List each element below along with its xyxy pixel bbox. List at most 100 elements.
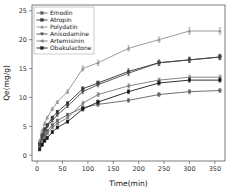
error-stem [189, 57, 190, 62]
x-tick-label: 200 [132, 165, 144, 173]
point [97, 93, 100, 96]
error-bar [56, 113, 59, 116]
error-cap [188, 34, 191, 35]
error-stem [219, 54, 220, 59]
error-stem [57, 101, 58, 104]
error-bar [81, 90, 84, 94]
error-stem [219, 54, 220, 59]
error-cap [81, 65, 84, 66]
error-bar [56, 101, 59, 104]
error-stem [52, 116, 53, 119]
error-stem [67, 116, 68, 119]
error-cap [127, 68, 130, 69]
series [38, 78, 221, 151]
x-tick [164, 161, 165, 164]
point [56, 101, 59, 104]
series-line [40, 57, 220, 145]
error-bar [41, 130, 44, 133]
series-line [40, 31, 220, 141]
error-bar [66, 113, 69, 116]
point [127, 99, 130, 102]
point [66, 120, 69, 123]
error-stem [67, 105, 68, 108]
error-bar [219, 54, 222, 59]
error-bar [51, 116, 54, 119]
error-stem [128, 71, 129, 76]
point [188, 30, 191, 33]
error-bar [158, 93, 161, 97]
point [43, 130, 46, 133]
error-bar [158, 60, 161, 65]
point [51, 108, 54, 111]
legend-line [37, 27, 48, 28]
error-stem [39, 148, 40, 151]
error-bar [127, 46, 130, 51]
error-stem [219, 28, 220, 34]
y-tick-label: 20 [19, 36, 27, 44]
point [158, 62, 161, 65]
point [158, 93, 161, 96]
y-tick [29, 155, 32, 156]
x-tick-label: 300 [183, 165, 195, 173]
legend-marker [41, 47, 44, 50]
error-cap [97, 100, 100, 101]
plot-frame [32, 5, 225, 161]
error-bar [127, 90, 130, 94]
x-tick [138, 161, 139, 164]
error-bar [66, 120, 69, 123]
point [219, 56, 222, 59]
error-stem [52, 119, 53, 122]
error-bar [51, 108, 54, 111]
error-bar [46, 116, 49, 119]
error-bar [97, 100, 100, 104]
legend-line [37, 13, 48, 14]
x-axis-label: Time(min) [108, 179, 147, 188]
error-bar [97, 83, 100, 87]
error-cap [188, 57, 191, 58]
error-stem [52, 131, 53, 134]
error-bar [188, 57, 191, 62]
error-stem [47, 125, 48, 128]
error-bar [66, 102, 69, 105]
error-stem [98, 83, 99, 87]
legend-box [34, 7, 94, 54]
error-cap [158, 92, 161, 93]
error-stem [57, 110, 58, 113]
x-tick [113, 161, 114, 164]
error-cap [97, 104, 100, 105]
x-tick [37, 161, 38, 164]
y-tick-label: 10 [19, 94, 27, 102]
point [43, 122, 46, 125]
error-cap [188, 62, 191, 63]
point [82, 88, 85, 91]
error-cap [97, 65, 100, 66]
x-tick-label: 250 [158, 165, 170, 173]
error-stem [189, 90, 190, 94]
error-stem [47, 136, 48, 139]
error-cap [127, 102, 130, 103]
error-cap [188, 93, 191, 94]
chart: 0501001502002503003500510152025Time(min)… [0, 0, 233, 189]
point [97, 84, 100, 87]
point [51, 119, 54, 122]
error-stem [219, 88, 220, 92]
error-stem [189, 28, 190, 34]
x-tick [62, 161, 63, 164]
error-bar [81, 101, 84, 105]
error-bar [46, 125, 49, 128]
error-stem [82, 66, 83, 71]
error-cap [188, 82, 191, 83]
point [218, 56, 221, 59]
error-stem [57, 122, 58, 125]
error-bar [38, 148, 41, 151]
error-bar [43, 136, 46, 139]
error-cap [127, 93, 130, 94]
error-bar [188, 78, 191, 82]
error-cap [127, 70, 130, 71]
error-bar [51, 119, 54, 122]
error-bar [51, 131, 54, 134]
x-tick [214, 161, 215, 164]
x-tick-label: 50 [58, 165, 66, 173]
error-cap [219, 82, 222, 83]
legend-label: Emodin [50, 9, 73, 16]
